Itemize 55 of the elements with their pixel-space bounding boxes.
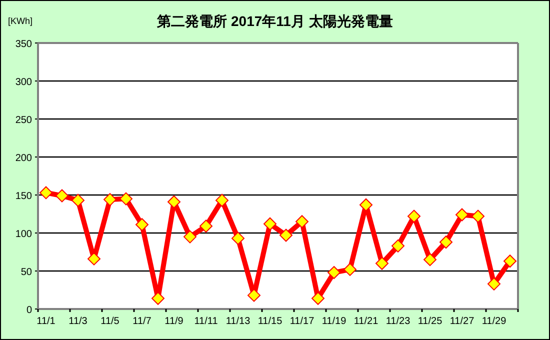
point <box>184 230 196 244</box>
point <box>232 232 244 245</box>
point <box>136 218 148 232</box>
chart-title: 第二発電所 2017年11月 太陽光発電量 <box>156 13 393 29</box>
point <box>296 215 308 228</box>
point <box>472 210 484 223</box>
x-tick-label: 11/7 <box>132 316 152 327</box>
point <box>360 198 372 212</box>
point <box>120 192 132 206</box>
x-tick-label: 11/23 <box>386 316 411 327</box>
point <box>72 194 84 207</box>
y-tick-label: 50 <box>20 267 32 278</box>
point <box>152 292 164 305</box>
x-tick-label: 11/27 <box>450 316 475 327</box>
x-tick-label: 11/15 <box>258 316 283 327</box>
point <box>456 208 468 222</box>
point <box>328 266 340 280</box>
point <box>56 189 68 202</box>
point <box>408 210 420 223</box>
y-tick-label: 300 <box>15 77 32 88</box>
point <box>88 252 100 266</box>
y-tick-label: 200 <box>15 153 32 164</box>
y-tick-label: 250 <box>15 115 32 126</box>
x-tick-label: 11/17 <box>290 316 315 327</box>
y-tick-label: 0 <box>26 305 32 316</box>
point <box>488 277 500 290</box>
point <box>216 194 228 207</box>
x-tick-label: 11/11 <box>194 316 218 327</box>
point <box>168 195 180 208</box>
x-tick-label: 11/5 <box>100 316 120 327</box>
x-tick-label: 11/25 <box>418 316 443 327</box>
point <box>200 220 212 233</box>
x-tick-label: 11/3 <box>68 316 88 327</box>
point <box>280 228 292 242</box>
y-tick-label: 100 <box>15 229 32 240</box>
point <box>312 292 324 305</box>
x-tick-label: 11/21 <box>354 316 379 327</box>
point <box>264 217 276 230</box>
y-axis-title: [KWh] <box>8 16 33 26</box>
point <box>424 253 436 266</box>
point <box>504 254 516 268</box>
point <box>344 262 356 276</box>
x-tick-label: 11/9 <box>164 316 184 327</box>
x-tick-label: 11/19 <box>322 316 347 327</box>
y-tick-label: 350 <box>15 39 32 50</box>
point <box>376 256 388 270</box>
y-tick-label: 150 <box>15 191 32 202</box>
point <box>392 239 404 252</box>
point <box>440 236 452 249</box>
x-tick-label: 11/29 <box>482 316 507 327</box>
x-tick-label: 11/1 <box>36 316 56 327</box>
point <box>104 193 116 206</box>
point <box>40 186 52 200</box>
point <box>248 288 260 302</box>
x-tick-label: 11/13 <box>226 316 251 327</box>
